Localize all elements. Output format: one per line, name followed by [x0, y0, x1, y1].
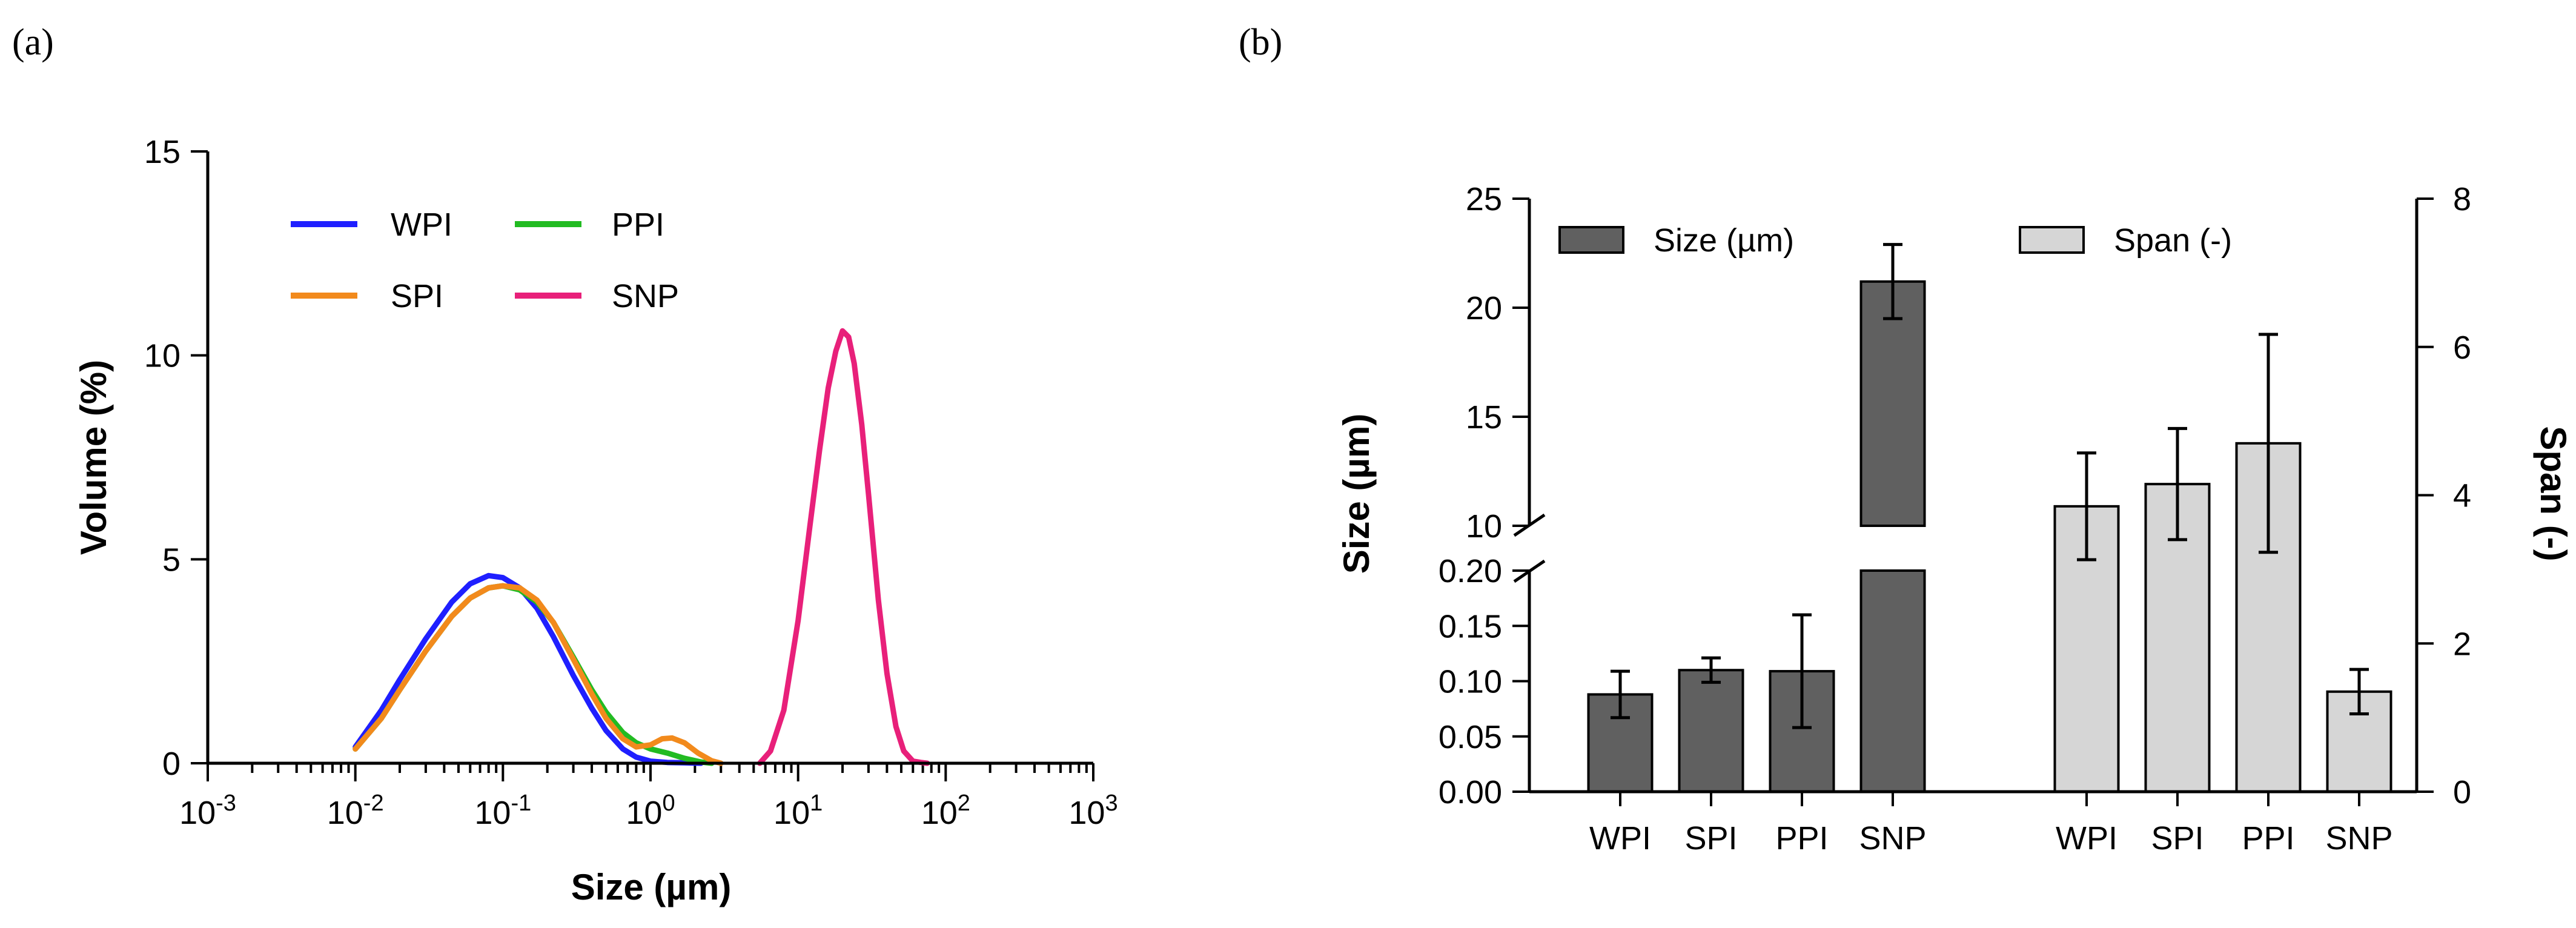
left-y-tick-label: 15	[1466, 399, 1502, 436]
x-category-label: SNP	[1859, 820, 1926, 857]
panel-b-left-axis-title: Size (µm)	[1336, 414, 1377, 574]
bar-size-spi	[1678, 669, 1744, 793]
x-tick-label: 101	[773, 790, 823, 831]
legend-label-span: Span (-)	[2114, 222, 2232, 259]
series-line-spi	[353, 583, 724, 766]
x-category-label: SPI	[2151, 820, 2204, 857]
bar-size-snp	[1859, 280, 1926, 527]
x-tick-label: 10-3	[179, 790, 236, 831]
series-line-snp	[757, 328, 930, 766]
left-y-tick-label: 10	[1466, 508, 1502, 545]
panel-a-y-axis-title: Volume (%)	[73, 360, 114, 555]
left-y-tick-label: 20	[1466, 290, 1502, 326]
x-tick-label: 103	[1068, 790, 1117, 831]
left-y-tick-label: 0.05	[1439, 719, 1502, 755]
x-category-label: WPI	[1589, 820, 1651, 857]
axis-break-mark-upper	[1513, 513, 1546, 537]
bar-size-snp-lower	[1859, 569, 1926, 793]
left-y-tick-label: 0.00	[1439, 774, 1502, 810]
legend-swatch-span	[2019, 226, 2085, 254]
panel-a-x-axis-title: Size (µm)	[571, 867, 732, 907]
panel-b-ticks: 0.00 0.05 0.10 0.15 0.20 10 15 20 25 0 2 4 6 8 WPI SPI P…	[1439, 181, 2471, 857]
right-y-tick-label: 4	[2453, 478, 2471, 514]
panel-b-bars	[1587, 243, 2392, 794]
x-category-label: WPI	[2056, 820, 2117, 857]
x-tick-label: 100	[626, 790, 675, 831]
x-tick-label: 10-2	[327, 790, 384, 831]
panel-a-series	[353, 328, 930, 766]
left-y-tick-label: 0.20	[1439, 553, 1502, 589]
axis-break-mark-lower	[1513, 559, 1546, 583]
left-y-tick-label: 0.10	[1439, 664, 1502, 700]
x-category-label: PPI	[2242, 820, 2294, 857]
legend-swatch-size	[1558, 226, 1624, 254]
panel-a-label: (a)	[12, 22, 54, 63]
left-y-tick-label: 0.15	[1439, 608, 1502, 645]
legend-label-ppi: PPI	[612, 207, 664, 243]
legend-label-wpi: WPI	[391, 207, 452, 243]
y-tick-label: 10	[144, 338, 180, 374]
legend-label-size: Size (µm)	[1654, 222, 1794, 259]
right-y-tick-label: 2	[2453, 626, 2471, 662]
right-y-tick-label: 0	[2453, 774, 2471, 810]
panel-b-label: (b)	[1239, 22, 1282, 63]
right-y-tick-label: 8	[2453, 181, 2471, 217]
legend-label-spi: SPI	[391, 278, 443, 314]
x-tick-label: 102	[921, 790, 970, 831]
x-category-label: SPI	[1684, 820, 1737, 857]
series-line-wpi	[353, 572, 704, 766]
x-category-label: PPI	[1775, 820, 1828, 857]
panel-b-bar-chart: (b) 0.00 0.05 0.10 0.15 0.20 10 15 20 25 0 2 4 6 8 WPI…	[1239, 22, 2574, 857]
panel-a-line-chart: (a) 0 5 10 15 10-3 10-2 10-1 100 101 102 103 Volu…	[12, 22, 1118, 907]
y-tick-label: 5	[162, 542, 180, 578]
x-category-label: SNP	[2325, 820, 2392, 857]
y-tick-label: 0	[162, 746, 180, 782]
y-tick-label: 15	[144, 134, 180, 170]
legend-label-snp: SNP	[612, 278, 679, 314]
panel-a-y-ticks: 0 5 10 15	[144, 134, 208, 782]
panel-b-legend: Size (µm) Span (-)	[1558, 222, 2232, 259]
panel-a-x-ticks: 10-3 10-2 10-1 100 101 102 103	[179, 763, 1118, 831]
x-tick-label: 10-1	[474, 790, 531, 831]
left-y-tick-label: 25	[1466, 181, 1502, 217]
panel-a-legend: WPI PPI SPI SNP	[291, 207, 679, 314]
panel-b-right-axis-title: Span (-)	[2533, 426, 2574, 561]
right-y-tick-label: 6	[2453, 330, 2471, 366]
